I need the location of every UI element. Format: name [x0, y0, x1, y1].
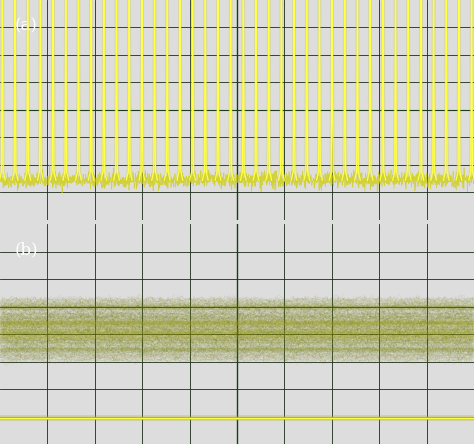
Text: (b): (b): [14, 242, 38, 259]
Text: (a): (a): [14, 18, 37, 35]
